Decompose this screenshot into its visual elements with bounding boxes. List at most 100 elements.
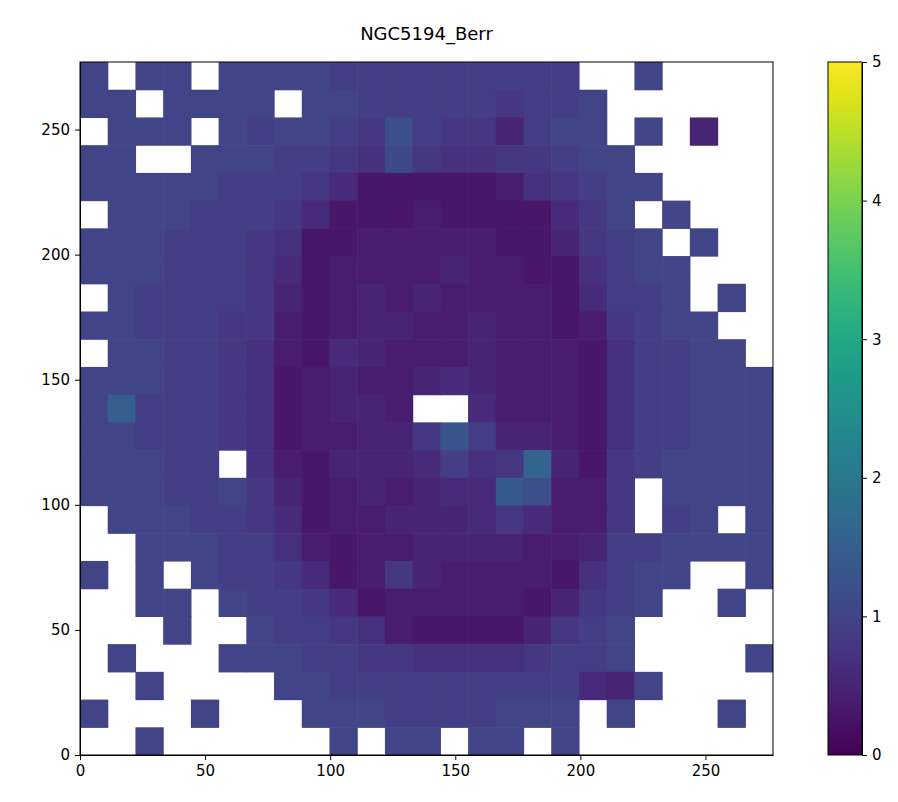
- cell: [496, 561, 524, 589]
- cell: [440, 672, 468, 700]
- cell: [607, 422, 635, 450]
- cell: [80, 367, 108, 395]
- cell: [607, 395, 635, 423]
- cell: [191, 700, 219, 728]
- cell: [634, 533, 662, 561]
- cell: [329, 228, 357, 256]
- cell: [440, 311, 468, 339]
- cell: [745, 644, 773, 672]
- cell: [108, 284, 136, 312]
- cell: [440, 561, 468, 589]
- cell: [302, 62, 330, 90]
- cell: [246, 284, 274, 312]
- cell: [662, 450, 690, 478]
- y-tick-label: 100: [41, 496, 70, 514]
- cell: [302, 450, 330, 478]
- cell: [607, 533, 635, 561]
- cell: [579, 616, 607, 644]
- cell: [191, 311, 219, 339]
- cell: [357, 644, 385, 672]
- cell: [219, 201, 247, 229]
- cell: [246, 367, 274, 395]
- cell: [357, 422, 385, 450]
- cell: [274, 644, 302, 672]
- cell: [274, 672, 302, 700]
- cell: [219, 533, 247, 561]
- cell: [524, 311, 552, 339]
- cell: [274, 339, 302, 367]
- cell: [135, 422, 163, 450]
- cell: [274, 311, 302, 339]
- cell: [219, 589, 247, 617]
- cell: [745, 395, 773, 423]
- cell: [690, 228, 718, 256]
- cell: [163, 506, 191, 534]
- cell: [274, 62, 302, 90]
- cell: [329, 284, 357, 312]
- cell: [524, 173, 552, 201]
- y-tick-mark: [75, 505, 80, 506]
- cell: [718, 395, 746, 423]
- cell: [468, 201, 496, 229]
- cell: [219, 284, 247, 312]
- cell: [329, 173, 357, 201]
- cell: [357, 700, 385, 728]
- cell: [607, 561, 635, 589]
- cell: [468, 284, 496, 312]
- cell: [163, 367, 191, 395]
- cell: [551, 672, 579, 700]
- cell: [634, 367, 662, 395]
- cell: [551, 117, 579, 145]
- cell: [274, 395, 302, 423]
- cell: [135, 228, 163, 256]
- cell: [551, 616, 579, 644]
- cell: [440, 228, 468, 256]
- cell: [108, 478, 136, 506]
- cell: [524, 284, 552, 312]
- cell: [551, 173, 579, 201]
- cell: [163, 311, 191, 339]
- cell: [357, 117, 385, 145]
- cell: [135, 589, 163, 617]
- cell: [634, 284, 662, 312]
- cell: [385, 117, 413, 145]
- cell: [274, 367, 302, 395]
- cell: [468, 228, 496, 256]
- colorbar-axis: 012345: [862, 53, 882, 764]
- cell: [191, 228, 219, 256]
- cell: [662, 533, 690, 561]
- colorbar-tick-mark: [862, 616, 867, 617]
- cell: [329, 561, 357, 589]
- cell: [496, 311, 524, 339]
- cell: [108, 311, 136, 339]
- colorbar-tick-label: 5: [872, 53, 882, 71]
- colorbar-tick: 3: [862, 331, 882, 349]
- cell: [163, 256, 191, 284]
- colorbar-tick: 2: [862, 469, 882, 487]
- cell: [718, 422, 746, 450]
- cell: [191, 506, 219, 534]
- cell: [274, 256, 302, 284]
- cell: [496, 422, 524, 450]
- cell: [524, 367, 552, 395]
- colorbar-tick-label: 4: [872, 192, 882, 210]
- cell: [468, 367, 496, 395]
- cell: [385, 228, 413, 256]
- cell: [302, 561, 330, 589]
- cell: [357, 561, 385, 589]
- cell: [80, 145, 108, 173]
- cell: [357, 311, 385, 339]
- cell: [219, 478, 247, 506]
- cell: [80, 90, 108, 118]
- cell: [468, 644, 496, 672]
- cell: [579, 644, 607, 672]
- cell: [246, 395, 274, 423]
- cell: [163, 533, 191, 561]
- cell: [135, 173, 163, 201]
- cell: [607, 145, 635, 173]
- colorbar-tick-mark: [862, 201, 867, 202]
- cell: [413, 90, 441, 118]
- cell: [607, 339, 635, 367]
- cell: [163, 173, 191, 201]
- cell: [468, 727, 496, 755]
